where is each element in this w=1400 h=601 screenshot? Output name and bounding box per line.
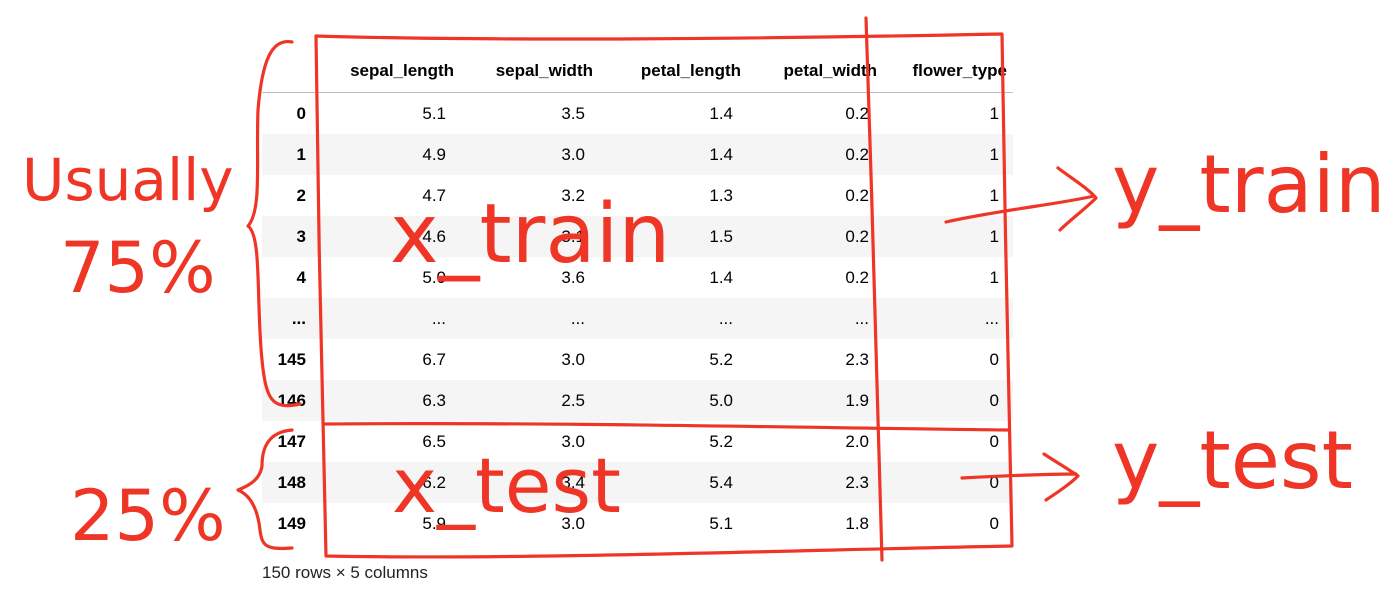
row-index: 147 — [277, 431, 306, 451]
table-row: 149 5.9 3.0 5.1 1.8 0 — [262, 503, 1013, 544]
cell-petal-length: 1.4 — [709, 267, 733, 287]
row-index: 4 — [296, 267, 306, 287]
cell-petal-length: 1.5 — [709, 226, 733, 246]
cell-petal-width: 0.2 — [845, 185, 869, 205]
y-train-label: y_train — [1112, 138, 1386, 231]
cell-petal-length: ... — [718, 308, 733, 328]
cell-sepal-width: 3.0 — [561, 431, 585, 451]
cell-sepal-length: 5.1 — [422, 103, 446, 123]
cell-sepal-width: 3.6 — [561, 267, 585, 287]
cell-sepal-width: 3.2 — [561, 185, 585, 205]
table-row-ellipsis: ... ... ... ... ... ... — [262, 298, 1013, 339]
cell-flower-type: 1 — [989, 144, 999, 164]
dataframe-table: sepal_length sepal_width petal_length pe… — [262, 50, 1013, 544]
cell-sepal-width: 3.0 — [561, 513, 585, 533]
column-header-sepal-length: sepal_length — [316, 50, 460, 93]
cell-petal-length: 5.2 — [709, 431, 733, 451]
cell-flower-type: 0 — [989, 472, 999, 492]
cell-flower-type: 1 — [989, 185, 999, 205]
cell-flower-type: 1 — [989, 267, 999, 287]
cell-petal-width: 2.0 — [845, 431, 869, 451]
cell-flower-type: 0 — [989, 349, 999, 369]
cell-sepal-width: 3.1 — [561, 226, 585, 246]
cell-sepal-width: 3.0 — [561, 349, 585, 369]
row-index: 149 — [277, 513, 306, 533]
cell-sepal-width: ... — [570, 308, 585, 328]
row-index: 146 — [277, 390, 306, 410]
cell-flower-type: 1 — [989, 226, 999, 246]
table-row: 3 4.6 3.1 1.5 0.2 1 — [262, 216, 1013, 257]
row-index: 145 — [277, 349, 306, 369]
row-index: ... — [291, 308, 306, 328]
cell-sepal-length: 6.5 — [422, 431, 446, 451]
column-header-flower-type: flower_type — [883, 50, 1013, 93]
row-index: 148 — [277, 472, 306, 492]
dataframe-shape-caption: 150 rows × 5 columns — [262, 563, 428, 582]
table-row: 146 6.3 2.5 5.0 1.9 0 — [262, 380, 1013, 421]
table-row: 1 4.9 3.0 1.4 0.2 1 — [262, 134, 1013, 175]
cell-sepal-length: 6.3 — [422, 390, 446, 410]
cell-petal-width: 2.3 — [845, 349, 869, 369]
table-row: 0 5.1 3.5 1.4 0.2 1 — [262, 93, 1013, 135]
cell-sepal-length: 5.0 — [422, 267, 446, 287]
cell-petal-width: 0.2 — [845, 144, 869, 164]
usually-label: Usually — [22, 146, 234, 214]
cell-sepal-length: 4.9 — [422, 144, 446, 164]
row-index: 2 — [296, 185, 306, 205]
table-body: 0 5.1 3.5 1.4 0.2 1 1 4.9 3.0 1.4 0.2 1 … — [262, 93, 1013, 545]
cell-petal-length: 5.2 — [709, 349, 733, 369]
cell-petal-width: 2.3 — [845, 472, 869, 492]
cell-sepal-width: 2.5 — [561, 390, 585, 410]
table-row: 4 5.0 3.6 1.4 0.2 1 — [262, 257, 1013, 298]
cell-petal-width: 0.2 — [845, 103, 869, 123]
column-header-petal-length: petal_length — [599, 50, 747, 93]
cell-sepal-width: 3.5 — [561, 103, 585, 123]
cell-sepal-length: 6.7 — [422, 349, 446, 369]
cell-petal-length: 5.1 — [709, 513, 733, 533]
table-row: 145 6.7 3.0 5.2 2.3 0 — [262, 339, 1013, 380]
cell-petal-length: 5.4 — [709, 472, 733, 492]
cell-petal-length: 1.4 — [709, 144, 733, 164]
cell-sepal-length: ... — [431, 308, 446, 328]
row-index: 1 — [296, 144, 306, 164]
table-row: 147 6.5 3.0 5.2 2.0 0 — [262, 421, 1013, 462]
cell-petal-width: 0.2 — [845, 226, 869, 246]
table-row: 148 6.2 3.4 5.4 2.3 0 — [262, 462, 1013, 503]
cell-sepal-length: 4.6 — [422, 226, 446, 246]
y-test-label: y_test — [1112, 414, 1353, 507]
table-header-row: sepal_length sepal_width petal_length pe… — [262, 50, 1013, 93]
cell-sepal-length: 5.9 — [422, 513, 446, 533]
index-header — [262, 50, 316, 93]
train-percent-label: 75% — [60, 227, 216, 309]
cell-flower-type: 1 — [989, 103, 999, 123]
test-percent-label: 25% — [70, 475, 226, 557]
column-header-petal-width: petal_width — [747, 50, 883, 93]
column-header-sepal-width: sepal_width — [460, 50, 599, 93]
cell-sepal-length: 6.2 — [422, 472, 446, 492]
cell-flower-type: ... — [984, 308, 999, 328]
cell-petal-width: 1.9 — [845, 390, 869, 410]
cell-sepal-length: 4.7 — [422, 185, 446, 205]
cell-petal-length: 5.0 — [709, 390, 733, 410]
cell-sepal-width: 3.4 — [561, 472, 585, 492]
cell-sepal-width: 3.0 — [561, 144, 585, 164]
row-index: 3 — [296, 226, 306, 246]
table-row: 2 4.7 3.2 1.3 0.2 1 — [262, 175, 1013, 216]
cell-flower-type: 0 — [989, 513, 999, 533]
cell-petal-width: ... — [854, 308, 869, 328]
cell-petal-width: 1.8 — [845, 513, 869, 533]
cell-petal-width: 0.2 — [845, 267, 869, 287]
cell-flower-type: 0 — [989, 431, 999, 451]
cell-flower-type: 0 — [989, 390, 999, 410]
cell-petal-length: 1.4 — [709, 103, 733, 123]
cell-petal-length: 1.3 — [709, 185, 733, 205]
row-index: 0 — [296, 103, 306, 123]
